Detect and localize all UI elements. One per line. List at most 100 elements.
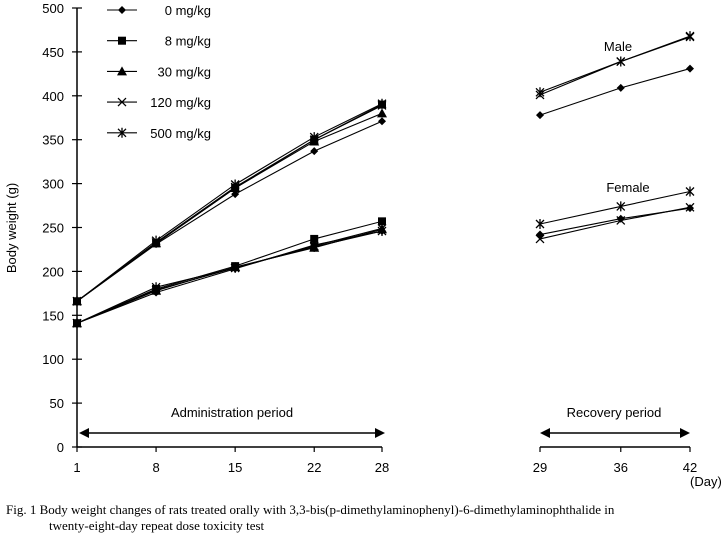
legend-label: 8 mg/kg [165, 34, 211, 49]
data-point-star [230, 262, 240, 273]
series-8-mg-kg-female [73, 217, 386, 328]
y-tick-label: 0 [57, 440, 64, 455]
data-point-star [616, 201, 626, 212]
data-point-diamond [378, 117, 386, 126]
data-point-triangle [377, 108, 387, 118]
recovery-period-label: Recovery period [567, 405, 662, 420]
y-tick-label: 200 [42, 264, 64, 279]
data-point-star [377, 226, 387, 237]
arrow-head-left-icon [79, 428, 89, 438]
x-tick-label: 8 [152, 460, 159, 475]
data-point-diamond [536, 111, 544, 120]
y-tick-label: 450 [42, 45, 64, 60]
series-0-mg-kg-male-recovery [536, 64, 694, 120]
legend-label: 500 mg/kg [150, 126, 211, 141]
data-point-star [616, 56, 626, 67]
series-line [76, 230, 383, 324]
y-tick-label: 400 [42, 89, 64, 104]
series-line [76, 230, 383, 324]
legend-entry-8-mg-kg: 8 mg/kg [107, 34, 211, 49]
legend-x-marker-icon [117, 97, 127, 107]
arrow-head-right-icon [680, 428, 690, 438]
data-point-star [309, 241, 319, 252]
series-line [539, 190, 691, 225]
series-line [76, 104, 383, 302]
caption-line-1: Fig. 1 Body weight changes of rats treat… [6, 502, 615, 517]
caption-line-2: twenty-eight-day repeat dose toxicity te… [49, 518, 265, 533]
series-120-mg-kg-female-recovery [535, 202, 695, 244]
data-point-diamond [536, 230, 544, 239]
legend-entry-120-mg-kg: 120 mg/kg [107, 95, 211, 110]
data-point-star [230, 179, 240, 190]
data-point-star [685, 186, 695, 197]
data-point-x [685, 202, 695, 212]
y-tick-label: 250 [42, 221, 64, 236]
y-tick-label: 500 [42, 1, 64, 16]
series-120-mg-kg-female [72, 223, 387, 328]
figure-caption: Fig. 1 Body weight changes of rats treat… [6, 502, 728, 534]
data-point-star [151, 235, 161, 246]
data-point-x [616, 216, 626, 225]
arrow-head-right-icon [375, 428, 385, 438]
administration-period-arrow [79, 428, 385, 438]
series-500-mg-kg-female [72, 226, 387, 329]
legend-star-marker-icon [117, 127, 127, 138]
legend-entry-30-mg-kg: 30 mg/kg [107, 64, 211, 79]
series-line [76, 228, 383, 324]
series-500-mg-kg-female-recovery [535, 186, 695, 229]
admin-period-label: Administration period [171, 405, 293, 420]
y-tick-label: 50 [50, 396, 64, 411]
x-tick-label: 29 [533, 460, 547, 475]
y-axis-label: Body weight (g) [4, 183, 19, 273]
legend-square-marker-icon [118, 36, 126, 45]
data-point-square [378, 217, 386, 226]
series-500-mg-kg-male [72, 98, 387, 307]
data-point-diamond [686, 64, 694, 73]
series-0-mg-kg-male [73, 117, 386, 306]
legend-label: 120 mg/kg [150, 95, 211, 110]
data-point-diamond [310, 147, 319, 156]
data-point-star [535, 218, 545, 229]
legend-triangle-marker-icon [117, 66, 127, 76]
x-tick-label: 42 [683, 460, 697, 475]
legend-label: 0 mg/kg [165, 3, 211, 18]
data-point-star [685, 31, 695, 42]
x-tick-label: 22 [307, 460, 321, 475]
x-tick-label: 36 [614, 460, 628, 475]
data-point-x [535, 234, 545, 244]
legend-entry-500-mg-kg: 500 mg/kg [107, 126, 211, 141]
data-point-diamond [231, 190, 240, 199]
data-point-star [309, 132, 319, 143]
legend-diamond-marker-icon [118, 6, 126, 14]
data-point-star [377, 98, 387, 109]
male-label: Male [604, 39, 632, 54]
data-point-star [72, 296, 82, 307]
series-line [76, 120, 383, 302]
y-tick-label: 350 [42, 133, 64, 148]
series-line [539, 68, 691, 116]
x-tick-label: 28 [375, 460, 389, 475]
series-line [76, 220, 383, 324]
arrow-head-left-icon [540, 428, 550, 438]
y-tick-label: 150 [42, 308, 64, 323]
series-0-mg-kg-female [73, 227, 386, 328]
data-point-star [72, 318, 82, 329]
series-30-mg-kg-male [72, 108, 387, 306]
x-axis-unit-label: (Day) [690, 474, 722, 489]
female-label: Female [606, 180, 649, 195]
legend-entry-0-mg-kg: 0 mg/kg [107, 3, 211, 18]
data-point-star [535, 87, 545, 98]
x-tick-label: 1 [73, 460, 80, 475]
series-line [539, 206, 691, 240]
y-tick-label: 300 [42, 177, 64, 192]
recovery-period-arrow [540, 428, 690, 438]
body-weight-chart: 0 50 100 150 200 250 300 350 400 450 500 1 8 15 22 28 29… [4, 1, 722, 489]
series-line [76, 227, 383, 324]
y-tick-label: 100 [42, 352, 64, 367]
series-500-mg-kg-male-recovery [535, 31, 695, 98]
legend-label: 30 mg/kg [158, 64, 211, 79]
data-point-square [310, 234, 319, 243]
data-point-diamond [616, 83, 625, 92]
series-120-mg-kg-male [72, 100, 387, 306]
